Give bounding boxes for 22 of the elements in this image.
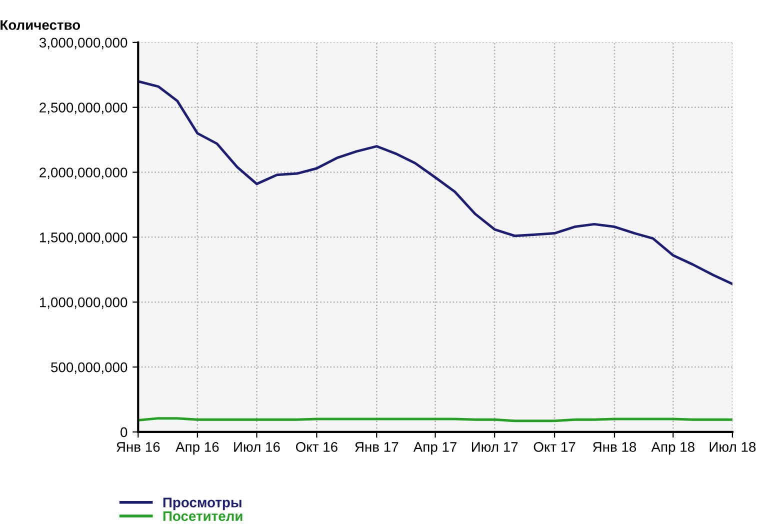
x-tick-label: Окт 17 bbox=[534, 442, 576, 452]
y-tick-label: 2,000,000,000 bbox=[40, 168, 128, 180]
x-tick-label: Янв 18 bbox=[592, 442, 636, 452]
x-tick-label: Июл 18 bbox=[710, 442, 756, 452]
y-tick-label: 1,000,000,000 bbox=[40, 297, 128, 309]
y-tick-label: 0 bbox=[120, 427, 128, 438]
legend-label: Просмотры bbox=[163, 498, 242, 510]
y-tick-label: 500,000,000 bbox=[51, 362, 128, 374]
x-tick-label: Апр 18 bbox=[651, 442, 694, 455]
x-tick-label: Июл 16 bbox=[234, 442, 280, 452]
x-tick-label: Апр 17 bbox=[413, 442, 456, 455]
y-tick-label: 3,000,000,000 bbox=[39, 38, 128, 50]
y-axis-title: Количество bbox=[0, 20, 80, 30]
line-series bbox=[138, 80, 732, 286]
legend-label: Посетители bbox=[163, 511, 242, 522]
y-tick-label: 1,500,000,000 bbox=[40, 232, 128, 244]
x-tick-label: Окт 16 bbox=[296, 442, 338, 452]
x-tick-label: Янв 16 bbox=[116, 442, 160, 452]
y-tick-label: 2,500,000,000 bbox=[40, 102, 128, 114]
x-tick-label: Апр 16 bbox=[176, 442, 219, 455]
x-tick-label: Янв 17 bbox=[355, 442, 398, 452]
x-tick-label: Июл 17 bbox=[472, 442, 518, 452]
